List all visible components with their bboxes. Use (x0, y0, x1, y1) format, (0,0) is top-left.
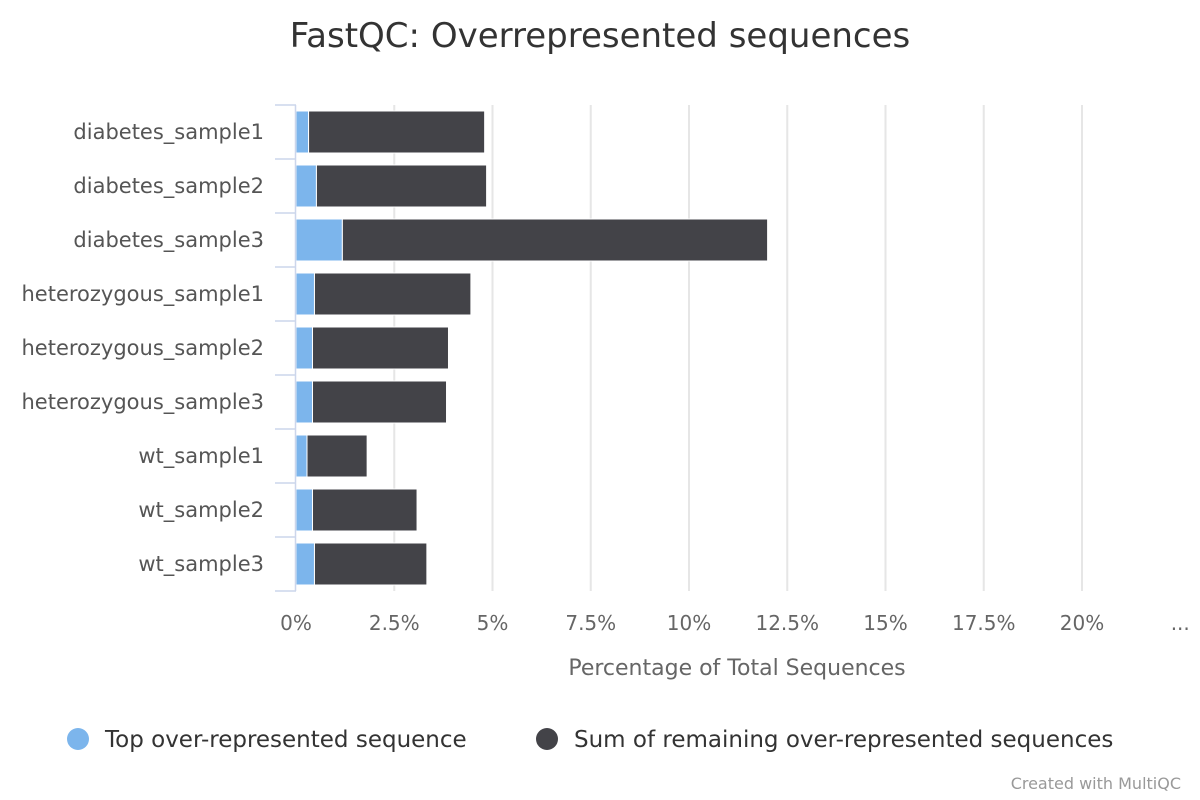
bar-segment-remaining-sequences[interactable] (313, 542, 428, 586)
credit-text[interactable]: Created with MultiQC (1011, 774, 1181, 793)
bar-segment-remaining-sequences[interactable] (313, 272, 472, 316)
x-tick-label: 20% (1060, 611, 1104, 635)
x-tick-label: 0% (280, 611, 312, 635)
category-label: heterozygous_sample3 (22, 390, 265, 415)
bar-segment-remaining-sequences[interactable] (312, 326, 449, 370)
chart-title: FastQC: Overrepresented sequences (290, 16, 911, 56)
x-axis-title: Percentage of Total Sequences (568, 656, 905, 681)
y-axis: diabetes_sample1 diabetes_sample2 diabetes… (22, 104, 297, 592)
bar-segment-top-sequence[interactable] (295, 488, 314, 532)
legend: Top over-represented sequence Sum of rema… (67, 727, 1113, 753)
bars (295, 110, 769, 586)
x-tick-label: 2.5% (369, 611, 420, 635)
category-label: wt_sample3 (138, 552, 264, 577)
bar-segment-remaining-sequences[interactable] (312, 380, 448, 424)
legend-item[interactable]: Top over-represented sequence (67, 727, 467, 753)
category-label: heterozygous_sample1 (22, 282, 265, 307)
x-tick-label: 12.5% (755, 611, 819, 635)
bar-segment-remaining-sequences[interactable] (306, 434, 368, 478)
bar-segment-top-sequence[interactable] (295, 110, 310, 154)
category-label: diabetes_sample3 (73, 228, 264, 253)
bar-segment-remaining-sequences[interactable] (341, 218, 769, 262)
category-label: heterozygous_sample2 (22, 336, 265, 361)
bar-segment-top-sequence[interactable] (295, 218, 343, 262)
grid (393, 105, 1083, 591)
bar-segment-remaining-sequences[interactable] (312, 488, 418, 532)
x-tick-label: 10% (667, 611, 711, 635)
bar-segment-top-sequence[interactable] (295, 542, 315, 586)
x-tick-label: 7.5% (565, 611, 616, 635)
legend-item[interactable]: Sum of remaining over-represented sequen… (536, 727, 1113, 753)
bar-segment-top-sequence[interactable] (295, 380, 314, 424)
bar-segment-top-sequence[interactable] (295, 164, 317, 208)
bar-segment-top-sequence[interactable] (295, 326, 314, 370)
bar-segment-top-sequence[interactable] (295, 272, 315, 316)
x-tick-label: 17.5% (952, 611, 1016, 635)
category-label: diabetes_sample2 (73, 174, 264, 199)
bar-segment-top-sequence[interactable] (295, 434, 308, 478)
bar-segment-remaining-sequences[interactable] (308, 110, 486, 154)
x-tick-label: ... (1171, 611, 1190, 635)
legend-label: Top over-represented sequence (104, 727, 467, 753)
bar-segment-remaining-sequences[interactable] (315, 164, 488, 208)
legend-marker (536, 728, 558, 750)
legend-label: Sum of remaining over-represented sequen… (574, 727, 1113, 753)
x-axis-ticks: 0% 2.5% 5% 7.5% 10% 12.5% 15% 17.5% 20%... (280, 611, 1190, 635)
x-tick-label: 15% (863, 611, 907, 635)
category-label: wt_sample2 (138, 498, 264, 523)
legend-marker (67, 728, 89, 750)
x-tick-label: 5% (477, 611, 509, 635)
category-label: wt_sample1 (138, 444, 264, 469)
category-label: diabetes_sample1 (73, 120, 264, 145)
